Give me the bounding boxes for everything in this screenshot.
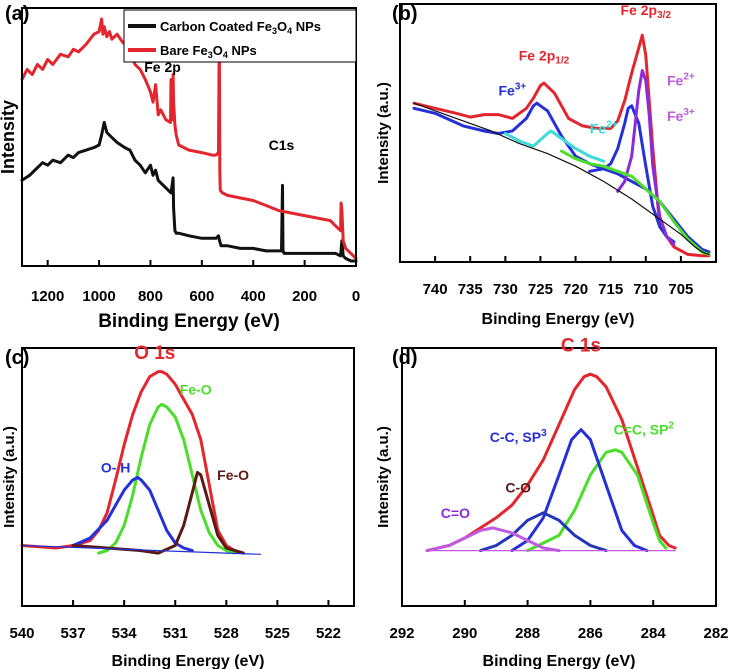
series-line-b-5 <box>560 149 711 256</box>
x-tick-label-c-3: 531 <box>163 625 188 642</box>
x-tick-label-a-0: 1200 <box>31 288 64 305</box>
x-tick-label-a-5: 200 <box>292 288 317 305</box>
series-line-d-3 <box>479 511 608 553</box>
panel-label-d: (d) <box>392 347 418 369</box>
x-tick-label-d-4: 284 <box>641 625 667 642</box>
series-line-c-1 <box>97 402 237 555</box>
x-tick-label-d-1: 290 <box>452 625 477 642</box>
annotation-c-0: O 1s <box>134 343 175 364</box>
x-tick-label-d-0: 292 <box>389 625 414 642</box>
x-tick-label-c-2: 534 <box>112 625 138 642</box>
annotation-d-0: C 1s <box>561 335 601 356</box>
legend-label-1: Bare Fe3O4 NPs <box>160 43 257 60</box>
x-tick-label-b-7: 705 <box>668 281 693 298</box>
annotation-c-2: O- H <box>101 459 131 475</box>
series-line-b-3 <box>588 104 676 244</box>
panel-b: 740 735 730 725 720 715 710 705 Binding Energy (… <box>375 2 717 328</box>
series-line-a-0 <box>20 120 358 263</box>
x-tick-label-b-3: 725 <box>528 281 553 298</box>
x-axis-label-d: Binding Energy (eV) <box>483 653 636 669</box>
annotation-b-2: Fe3+ <box>498 82 526 99</box>
annotation-d-3: C-O <box>505 480 531 496</box>
series-line-c-3 <box>71 470 245 555</box>
panel-a: 1200 1000 800 600 400 200 0 Binding Energy (eV)… <box>0 3 360 332</box>
plot-frame-d <box>401 347 717 607</box>
series-line-d-1 <box>526 448 668 553</box>
x-tick-label-d-3: 286 <box>578 625 603 642</box>
x-tick-label-b-2: 730 <box>493 281 518 298</box>
x-tick-label-c-1: 537 <box>61 625 86 642</box>
series-line-b-6 <box>413 102 710 255</box>
plot-frame-a <box>21 7 357 267</box>
annotation-a-0: Fe 2p <box>144 59 181 75</box>
x-tick-label-c-6: 522 <box>316 625 341 642</box>
panel-d: 292 290 288 286 284 282 Binding Energy (eV) Int… <box>375 335 729 669</box>
series-line-b-4 <box>616 69 676 246</box>
x-tick-label-a-4: 400 <box>241 288 266 305</box>
annotation-d-4: C=O <box>441 505 470 521</box>
series-line-d-4 <box>425 526 561 553</box>
x-tick-label-b-6: 710 <box>633 281 658 298</box>
x-axis-label-b: Binding Energy (eV) <box>482 311 635 328</box>
x-tick-label-d-5: 282 <box>703 625 728 642</box>
y-axis-label-b: Intensity (a.u.) <box>375 82 392 184</box>
panel-c: 540 537 534 531 528 525 522 Binding Energy (eV)… <box>1 343 355 669</box>
x-axis-label-c: Binding Energy (eV) <box>112 653 265 669</box>
legend-box <box>123 9 357 63</box>
x-tick-label-c-0: 540 <box>9 625 34 642</box>
plot-frame-c <box>21 347 355 607</box>
series-line-d-2 <box>510 428 649 553</box>
panel-label-b: (b) <box>392 3 418 25</box>
legend-label-0: Carbon Coated Fe3O4 NPs <box>160 19 321 36</box>
annotation-d-2: C-C, SP3 <box>490 428 547 445</box>
annotation-b-0: Fe 2p1/2 <box>519 47 570 66</box>
x-tick-label-a-3: 600 <box>189 288 214 305</box>
panel-label-a: (a) <box>5 3 29 25</box>
annotation-a-2: C1s <box>269 137 295 153</box>
x-tick-label-b-4: 720 <box>563 281 588 298</box>
x-tick-label-c-4: 528 <box>214 625 239 642</box>
x-tick-label-d-2: 288 <box>515 625 540 642</box>
annotation-b-4: Fe2+ <box>667 72 695 89</box>
x-tick-label-b-1: 735 <box>458 281 483 298</box>
x-tick-label-c-5: 525 <box>265 625 290 642</box>
panel-label-c: (c) <box>5 347 29 369</box>
annotation-c-3: Fe-O <box>217 467 249 483</box>
y-axis-label-c: Intensity (a.u.) <box>1 426 18 528</box>
y-axis-label-d: Intensity (a.u.) <box>375 426 392 528</box>
x-tick-label-b-0: 740 <box>423 281 448 298</box>
annotation-c-1: Fe-O <box>180 381 212 397</box>
x-axis-label-a: Binding Energy (eV) <box>98 311 280 332</box>
series-line-c-0 <box>20 370 245 555</box>
annotation-b-3: Fe2+ <box>590 119 618 136</box>
series-line-d-0 <box>425 372 677 553</box>
annotation-b-1: Fe 2p3/2 <box>621 2 672 21</box>
series-line-b-2 <box>503 129 606 163</box>
annotation-b-5: Fe3+ <box>667 107 695 124</box>
x-tick-label-b-5: 715 <box>598 281 623 298</box>
series-line-c-4 <box>21 544 261 555</box>
annotation-d-1: C=C, SP2 <box>614 421 675 438</box>
x-tick-label-a-2: 800 <box>138 288 163 305</box>
y-axis-label-a: Intensity <box>0 100 18 174</box>
series-line-a-1 <box>20 17 358 260</box>
x-tick-label-a-1: 1000 <box>82 288 115 305</box>
x-tick-label-a-6: 0 <box>352 288 360 305</box>
plot-frame-b <box>399 3 717 263</box>
series-line-c-2 <box>71 476 194 553</box>
